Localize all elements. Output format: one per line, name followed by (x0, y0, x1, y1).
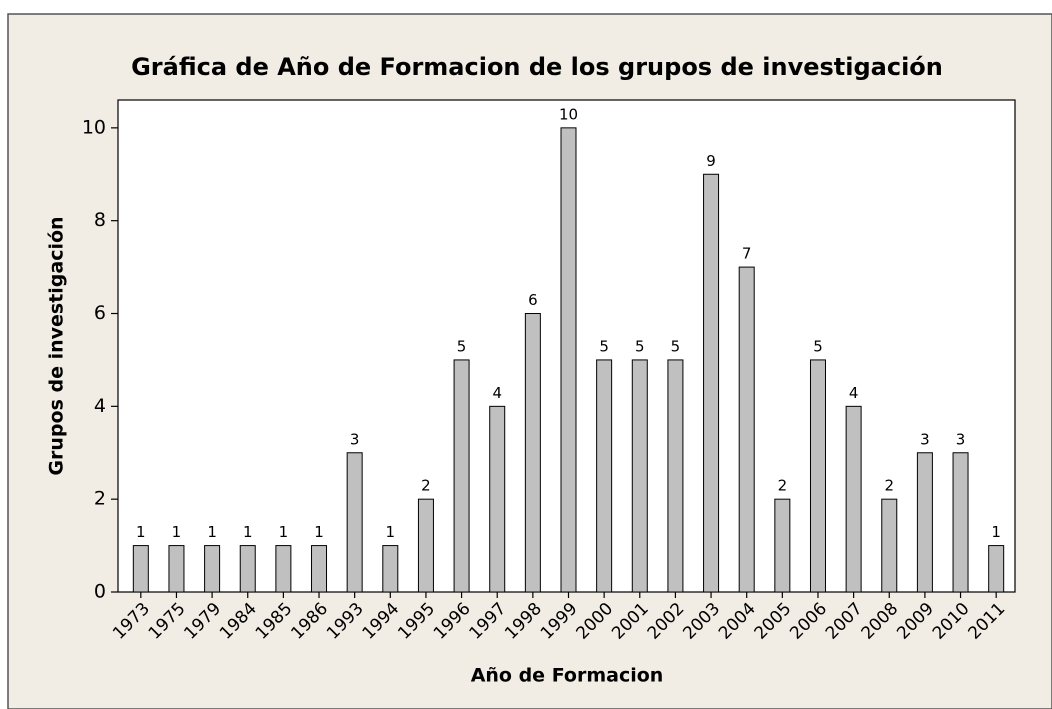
bar (168, 545, 185, 593)
data-label: 1 (279, 523, 289, 541)
data-label: 1 (207, 523, 217, 541)
bar (809, 359, 826, 593)
y-tick-label: 10 (82, 116, 106, 138)
data-label: 1 (136, 523, 146, 541)
bar (382, 545, 399, 593)
data-label: 2 (421, 477, 431, 495)
bar (703, 173, 720, 593)
bar (631, 359, 648, 593)
data-label: 3 (956, 430, 966, 448)
data-label: 5 (599, 337, 609, 355)
data-label: 1 (243, 523, 253, 541)
data-label: 4 (849, 384, 859, 402)
bar (346, 452, 363, 593)
bar (881, 498, 898, 593)
data-label: 6 (528, 291, 538, 309)
bar (204, 545, 221, 593)
bar (524, 313, 541, 593)
bar (417, 498, 434, 593)
data-label: 9 (706, 152, 716, 170)
bar (667, 359, 684, 593)
data-label: 5 (813, 337, 823, 355)
y-tick-label: 6 (94, 302, 106, 324)
bar (596, 359, 613, 593)
chart-title: Gráfica de Año de Formacion de los grupo… (131, 53, 943, 81)
data-label: 1 (172, 523, 182, 541)
bar (738, 266, 755, 593)
x-axis-label: Año de Formacion (471, 665, 664, 687)
y-tick-label: 2 (94, 488, 106, 510)
data-label: 1 (314, 523, 324, 541)
data-label: 5 (457, 337, 467, 355)
data-label: 3 (920, 430, 930, 448)
data-label: 3 (350, 430, 360, 448)
bar (132, 545, 149, 593)
data-label: 10 (559, 105, 578, 123)
bar (845, 405, 862, 593)
data-label: 1 (991, 523, 1001, 541)
bar (239, 545, 256, 593)
bar (275, 545, 292, 593)
bar (560, 127, 577, 593)
data-label: 5 (671, 337, 681, 355)
bar (311, 545, 328, 593)
data-label: 7 (742, 245, 752, 263)
y-tick-label: 4 (94, 395, 106, 417)
bar (489, 405, 506, 593)
y-tick-label: 0 (94, 581, 106, 603)
data-label: 2 (778, 477, 788, 495)
bar (916, 452, 933, 593)
y-axis-label: Grupos de investigación (46, 216, 68, 475)
bar (952, 452, 969, 593)
data-label: 1 (386, 523, 396, 541)
bar (774, 498, 791, 593)
bar (453, 359, 470, 593)
y-tick-label: 8 (94, 209, 106, 231)
data-label: 2 (884, 477, 894, 495)
bar (988, 545, 1005, 593)
data-label: 4 (492, 384, 502, 402)
data-label: 5 (635, 337, 645, 355)
